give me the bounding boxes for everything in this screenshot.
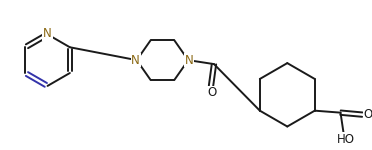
Text: N: N	[43, 27, 52, 40]
Text: N: N	[185, 54, 193, 67]
Text: O: O	[363, 108, 372, 121]
Text: O: O	[207, 86, 217, 99]
Text: HO: HO	[336, 133, 355, 146]
Text: N: N	[131, 54, 140, 67]
